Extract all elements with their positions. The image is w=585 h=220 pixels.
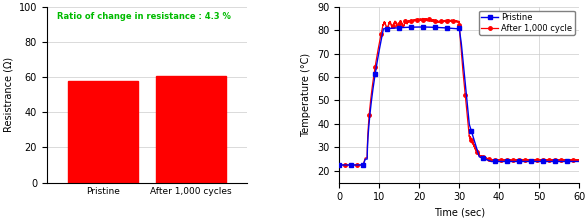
After 1,000 cycle	[336, 164, 343, 166]
Bar	[156, 76, 226, 183]
Pristine	[363, 158, 370, 160]
After 1,000 cycle	[419, 17, 426, 20]
X-axis label: Time (sec): Time (sec)	[433, 208, 485, 218]
After 1,000 cycle	[576, 159, 583, 162]
After 1,000 cycle	[363, 157, 370, 159]
After 1,000 cycle	[438, 20, 445, 23]
Y-axis label: Resistrance (Ω): Resistrance (Ω)	[3, 57, 13, 132]
Pristine	[377, 41, 384, 43]
Text: Ratio of change in resistance : 4.3 %: Ratio of change in resistance : 4.3 %	[57, 12, 230, 21]
Pristine	[418, 26, 425, 28]
After 1,000 cycle	[428, 19, 435, 22]
Pristine	[336, 164, 343, 166]
Line: Pristine: Pristine	[338, 25, 581, 167]
Legend: Pristine, After 1,000 cycle: Pristine, After 1,000 cycle	[479, 11, 575, 35]
After 1,000 cycle	[377, 34, 384, 37]
Line: After 1,000 cycle: After 1,000 cycle	[338, 17, 581, 167]
Pristine	[438, 26, 445, 29]
After 1,000 cycle	[571, 159, 578, 161]
Bar	[68, 81, 138, 183]
Pristine	[428, 26, 435, 29]
Y-axis label: Temperature (°C): Temperature (°C)	[301, 53, 312, 137]
Pristine	[571, 160, 578, 163]
Pristine	[576, 160, 583, 163]
After 1,000 cycle	[545, 159, 552, 162]
Pristine	[545, 160, 552, 163]
